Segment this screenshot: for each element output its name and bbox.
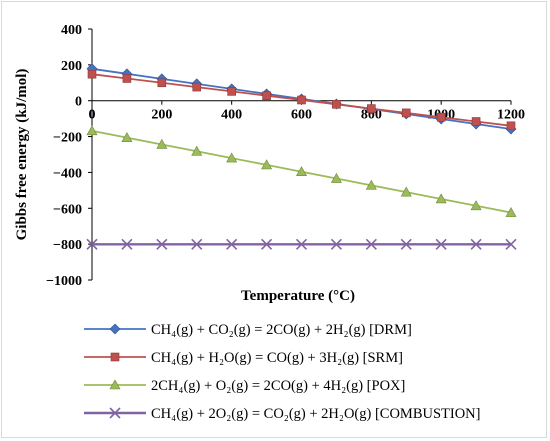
data-point	[470, 200, 482, 211]
legend-marker	[110, 352, 120, 362]
data-point	[505, 238, 517, 250]
data-point	[261, 159, 273, 170]
y-tick-label: 200	[61, 59, 82, 74]
data-point	[262, 91, 271, 100]
data-point	[121, 132, 133, 142]
series-group	[86, 63, 517, 250]
y-tick-labels: 400 200 0 −200 −400 −600 −800 −1000	[46, 23, 92, 289]
legend-label: CH₄(g) + 2O₂(g) = CO₂(g) + 2H₂O(g) [COMB…	[151, 406, 481, 422]
data-point	[297, 95, 306, 105]
axes-group	[91, 29, 511, 280]
legend-label: CH₄(g) + H₂O(g) = CO(g) + 3H₂(g) [SRM]	[151, 350, 403, 366]
data-point	[156, 138, 168, 149]
data-point	[506, 121, 516, 131]
data-point	[122, 74, 132, 83]
data-point	[227, 87, 236, 96]
legend-label: CH₄(g) + CO₂(g) = 2CO(g) + 2H₂(g) [DRM]	[151, 322, 412, 338]
y-tick-label: −600	[53, 202, 82, 217]
x-tick-label: 1200	[497, 108, 525, 123]
data-point	[330, 172, 342, 183]
y-tick-label: 400	[61, 23, 82, 38]
y-tick-label: −400	[53, 166, 82, 181]
data-point	[365, 179, 377, 190]
data-point	[332, 100, 341, 109]
data-point	[261, 238, 273, 250]
data-point	[367, 104, 376, 113]
data-point	[192, 82, 202, 92]
series-x	[86, 238, 517, 250]
data-point	[226, 238, 238, 250]
y-tick-label: −800	[53, 238, 82, 253]
legend-marker	[109, 407, 121, 419]
data-point	[400, 238, 412, 250]
y-tick-label: −1000	[46, 274, 82, 289]
data-point	[87, 69, 97, 79]
data-point	[505, 206, 517, 217]
legend-marker	[109, 323, 121, 335]
legend-label: 2CH₄(g) + O₂(g) = 2CO(g) + 4H₂(g) [POX]	[151, 378, 405, 394]
data-point	[86, 125, 98, 136]
series-square	[87, 69, 516, 131]
legend-item: CH₄(g) + CO₂(g) = 2CO(g) + 2H₂(g) [DRM]	[84, 322, 412, 338]
legend-item: CH₄(g) + H₂O(g) = CO(g) + 3H₂(g) [SRM]	[84, 350, 403, 366]
data-point	[400, 186, 412, 197]
x-tick-label: 800	[361, 108, 382, 123]
y-tick-label: −200	[53, 131, 82, 146]
legend-item: 2CH₄(g) + O₂(g) = 2CO(g) + 4H₂(g) [POX]	[84, 378, 405, 394]
legend: CH₄(g) + CO₂(g) = 2CO(g) + 2H₂(g) [DRM] C…	[84, 322, 481, 422]
data-point	[226, 152, 238, 163]
x-axis-title: Temperature (°C)	[241, 288, 355, 304]
data-point	[435, 238, 447, 250]
series-triangle	[86, 125, 517, 217]
y-axis-title: Gibbs free energy (kJ/mol)	[14, 69, 30, 241]
legend-marker	[109, 379, 121, 390]
data-point	[401, 108, 411, 118]
data-point	[295, 238, 308, 250]
legend-item: CH₄(g) + 2O₂(g) = CO₂(g) + 2H₂O(g) [COMB…	[84, 406, 481, 422]
data-point	[191, 145, 203, 156]
data-point	[365, 238, 377, 250]
data-point	[191, 238, 203, 250]
data-point	[295, 166, 308, 177]
data-point	[157, 78, 167, 88]
data-point	[86, 238, 98, 250]
data-point	[470, 238, 482, 250]
x-tick-label: 0	[89, 108, 96, 123]
data-point	[330, 238, 342, 250]
x-tick-label: 600	[291, 108, 312, 123]
data-point	[471, 117, 481, 126]
data-point	[436, 112, 446, 122]
data-point	[156, 238, 168, 250]
x-tick-label: 200	[151, 108, 172, 123]
y-tick-label: 0	[75, 95, 82, 110]
x-tick-label: 400	[221, 108, 242, 123]
data-point	[435, 193, 447, 204]
data-point	[121, 238, 133, 250]
